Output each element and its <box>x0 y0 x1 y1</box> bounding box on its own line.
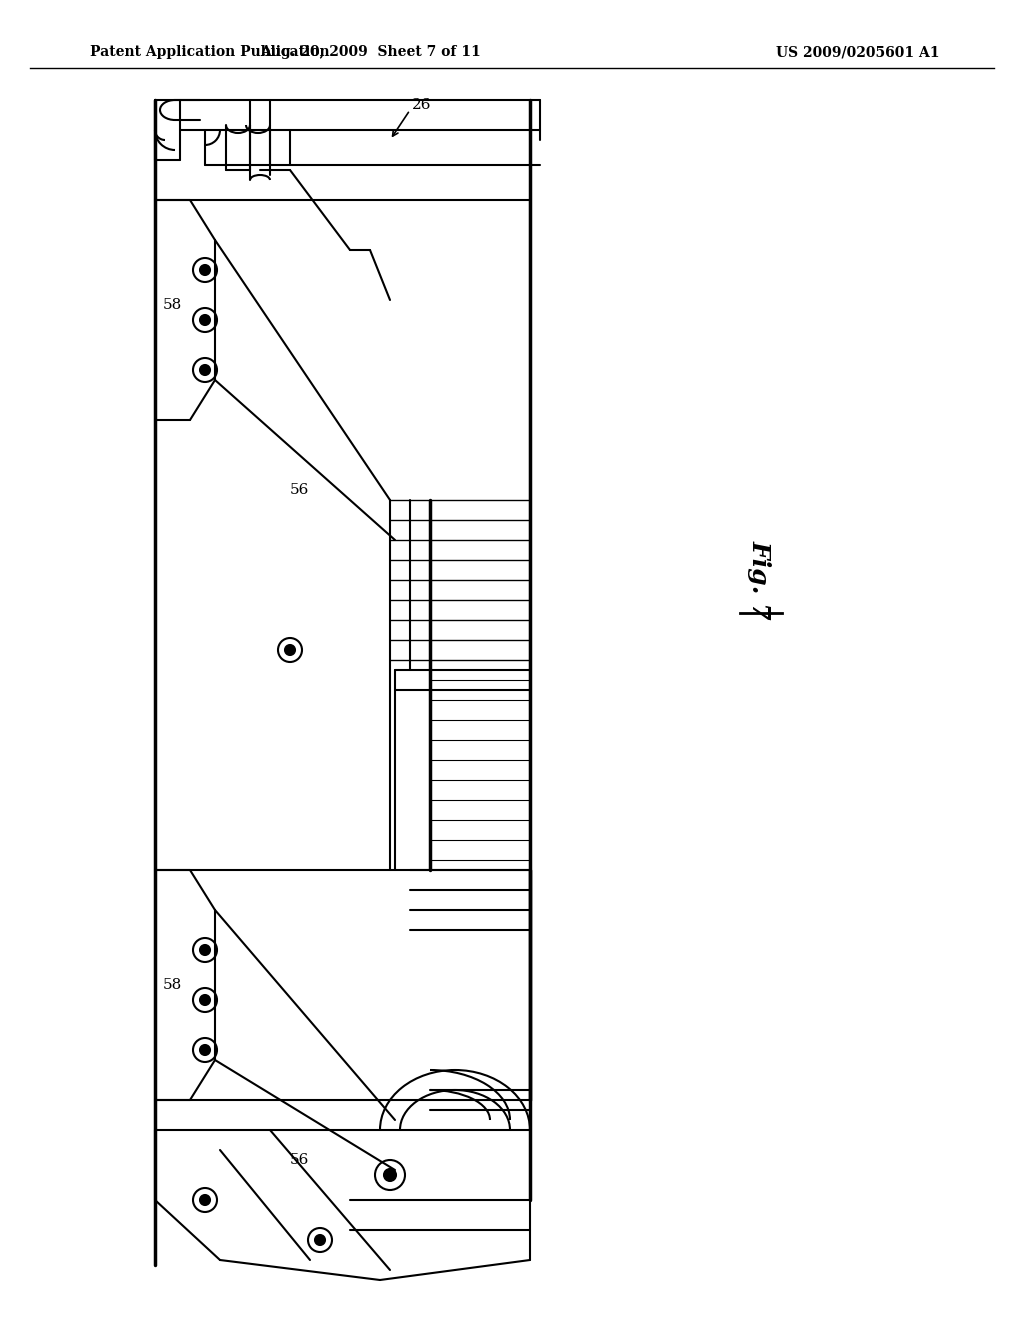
Circle shape <box>315 1236 325 1245</box>
Text: Patent Application Publication: Patent Application Publication <box>90 45 330 59</box>
Text: 56: 56 <box>290 483 309 498</box>
Circle shape <box>285 645 295 655</box>
Circle shape <box>200 1045 210 1055</box>
Text: Aug. 20, 2009  Sheet 7 of 11: Aug. 20, 2009 Sheet 7 of 11 <box>260 45 480 59</box>
Circle shape <box>200 1195 210 1205</box>
Text: 56: 56 <box>290 1152 309 1167</box>
Text: 26: 26 <box>412 98 431 112</box>
Text: Fig. 7: Fig. 7 <box>748 540 772 620</box>
Text: 58: 58 <box>163 298 182 312</box>
Circle shape <box>200 366 210 375</box>
Circle shape <box>200 945 210 954</box>
Text: 58: 58 <box>163 978 182 993</box>
Text: US 2009/0205601 A1: US 2009/0205601 A1 <box>776 45 940 59</box>
Circle shape <box>200 995 210 1005</box>
Circle shape <box>200 265 210 275</box>
Circle shape <box>200 315 210 325</box>
Circle shape <box>384 1170 396 1181</box>
